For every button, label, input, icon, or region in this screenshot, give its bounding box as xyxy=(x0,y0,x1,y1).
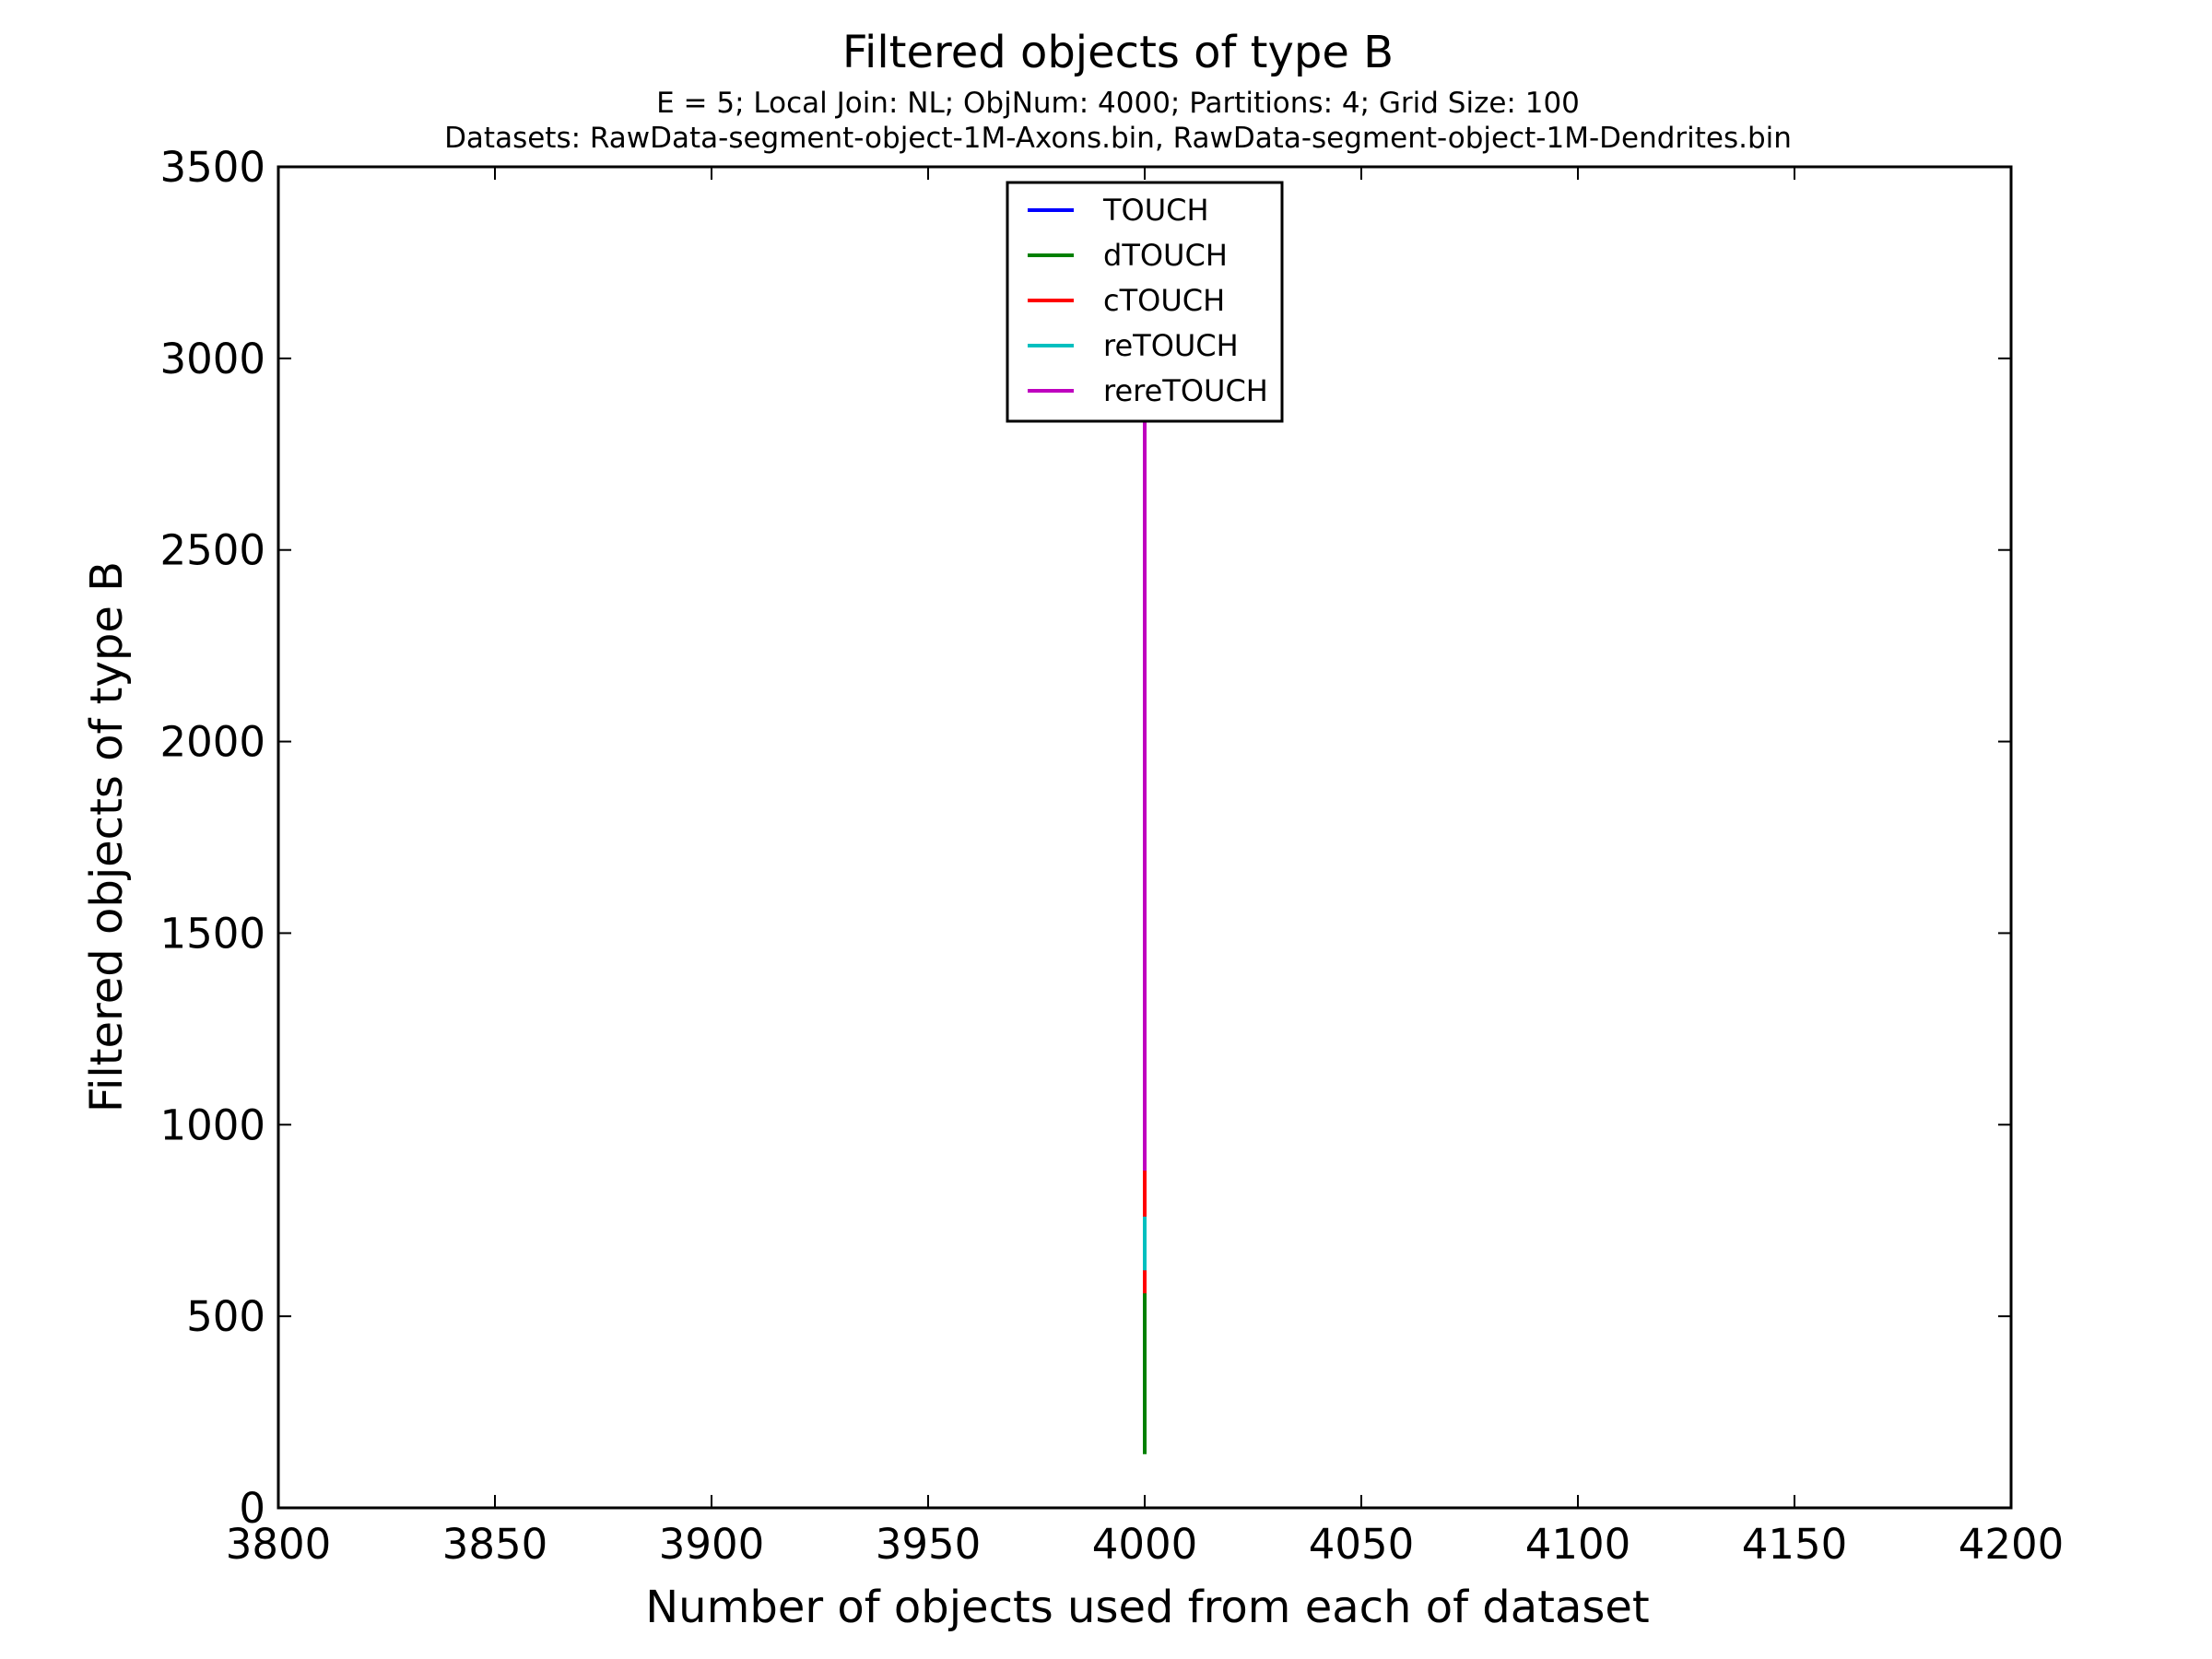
y-tick-label: 3000 xyxy=(159,335,265,383)
y-axis-label: Filtered objects of type B xyxy=(81,561,133,1112)
x-tick-label: 4000 xyxy=(1092,1520,1198,1569)
y-axis: 0 500 1000 1500 2000 2500 3000 3500 xyxy=(159,143,2011,1533)
y-tick-label: 1000 xyxy=(159,1100,265,1149)
x-tick-label: 4150 xyxy=(1742,1520,1848,1569)
legend-label-reretouch: rereTOUCH xyxy=(1103,373,1268,408)
legend: TOUCH dTOUCH cTOUCH reTOUCH rereTOUCH xyxy=(1006,181,1284,423)
plot-frame xyxy=(276,165,2013,1510)
y-tick-label: 500 xyxy=(186,1292,265,1341)
x-tick-label: 3850 xyxy=(442,1520,548,1569)
y-tick-label: 2500 xyxy=(159,526,265,575)
chart-title: Filtered objects of type B xyxy=(842,27,1394,78)
x-tick-label: 4050 xyxy=(1309,1520,1415,1569)
x-axis-label: Number of objects used from each of data… xyxy=(645,1582,1649,1633)
x-tick-label: 3950 xyxy=(876,1520,982,1569)
y-tick-label: 2000 xyxy=(159,718,265,767)
legend-label-touch: TOUCH xyxy=(1102,193,1209,228)
x-axis: 3800 3850 3900 3950 4000 4050 4100 4150 4200 xyxy=(226,167,2065,1569)
y-tick-label: 3500 xyxy=(159,143,265,192)
x-tick-label: 3800 xyxy=(226,1520,332,1569)
x-tick-label: 3900 xyxy=(659,1520,765,1569)
x-tick-label: 4100 xyxy=(1525,1520,1631,1569)
y-tick-label: 1500 xyxy=(159,909,265,958)
x-tick-label: 4200 xyxy=(1959,1520,2065,1569)
chart-subtitle-1: E = 5; Local Join: NL; ObjNum: 4000; Par… xyxy=(656,87,1580,120)
legend-label-ctouch: cTOUCH xyxy=(1103,283,1225,318)
chart-subtitle-2: Datasets: RawData-segment-object-1M-Axon… xyxy=(444,122,1792,155)
legend-label-retouch: reTOUCH xyxy=(1103,328,1239,363)
y-tick-label: 0 xyxy=(239,1484,265,1533)
legend-label-dtouch: dTOUCH xyxy=(1103,238,1228,273)
